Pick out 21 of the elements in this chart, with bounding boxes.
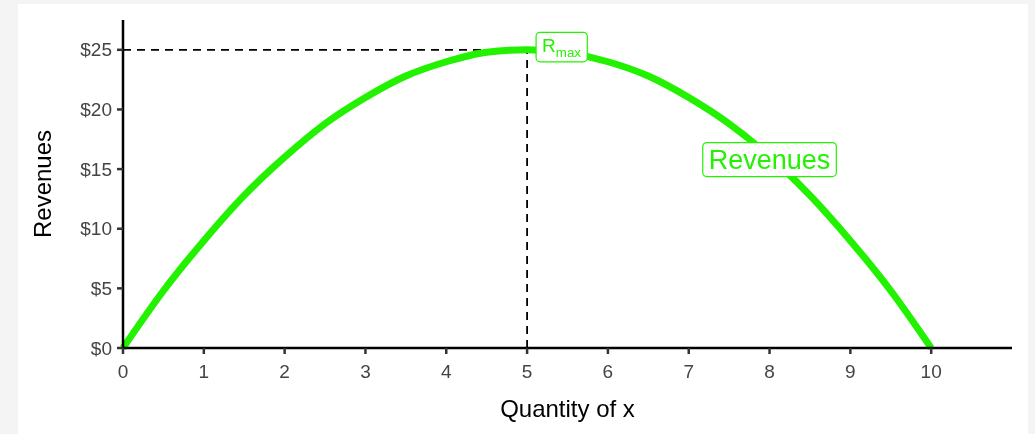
x-tick-label: 7 — [683, 360, 695, 382]
y-tick-label: $20 — [80, 98, 112, 120]
x-tick-label: 6 — [602, 360, 614, 382]
x-tick-label: 2 — [279, 360, 290, 382]
x-tick-label: 3 — [360, 360, 371, 382]
y-tick-label: $15 — [80, 158, 112, 180]
x-tick-label: 9 — [845, 360, 856, 382]
y-tick-label: $5 — [90, 277, 112, 299]
x-tick-label: 1 — [198, 360, 210, 382]
y-tick-label: $0 — [90, 337, 112, 359]
x-axis-title: Quantity of x — [500, 394, 635, 422]
y-tick-label: $10 — [80, 218, 112, 240]
y-axis-title: Revenues — [28, 129, 56, 239]
x-tick-label: 4 — [440, 360, 452, 382]
x-tick-label: 0 — [117, 360, 129, 382]
x-tick-label: 8 — [764, 360, 775, 382]
x-tick-label: 10 — [920, 360, 942, 382]
annotation: R$_{max}$ — [542, 34, 582, 60]
x-tick-label: 5 — [521, 360, 533, 382]
series-label: Revenues — [708, 144, 831, 175]
y-tick-label: $25 — [80, 39, 112, 61]
